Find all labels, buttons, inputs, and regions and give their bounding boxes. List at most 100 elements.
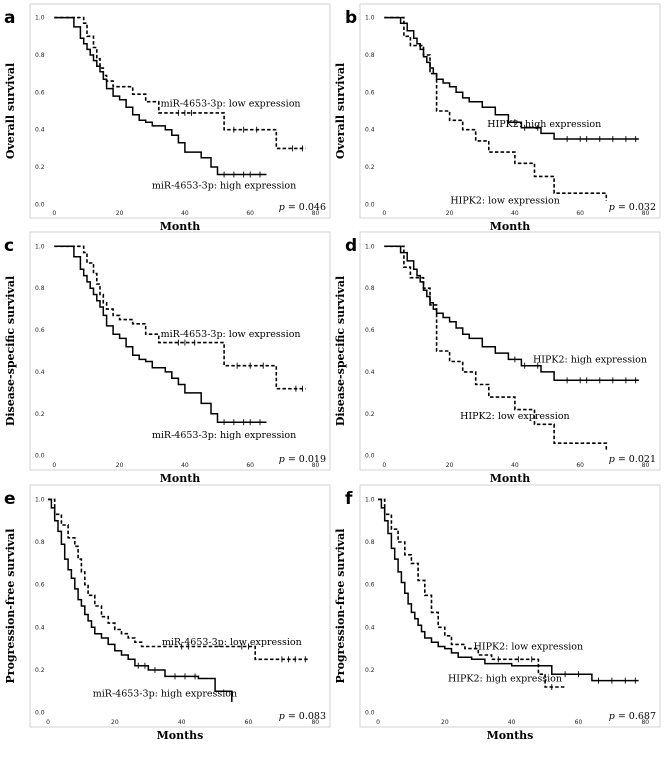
x-tick-label: 0 [382,462,386,469]
panel-letter: e [4,489,16,509]
x-tick-label: 0 [52,210,56,217]
panel-letter: a [4,8,15,28]
y-tick-label: 0.0 [35,710,45,717]
panel-e: e 0.0 0.2 0.4 0.6 0.8 1.0 0 20 40 60 80 Months Progre… [4,484,331,742]
plot-frame [29,231,331,471]
y-tick-label: 0.8 [365,285,375,292]
y-tick-label: 0.8 [365,539,375,546]
panel-letter: f [345,489,353,509]
y-tick-label: 1.0 [365,496,375,503]
x-tick-label: 60 [575,719,583,726]
x-tick-label: 20 [446,210,454,217]
x-tick-label: 60 [576,462,584,469]
x-tick-label: 20 [116,462,124,469]
y-tick-label: 0.6 [35,89,45,96]
panel-d: d 0.0 0.2 0.4 0.6 0.8 1.0 0 20 40 60 80 Month Disease… [334,231,661,485]
y-tick-label: 0.2 [35,164,45,171]
x-axis-title: Month [160,472,201,485]
series-label: HIPK2: high expression [448,673,562,684]
survival-curve-solid [378,498,639,682]
plot-frame [359,3,661,219]
survival-curve-dashed [48,498,309,661]
y-tick-label: 0.6 [365,327,375,334]
x-tick-label: 40 [511,462,519,469]
survival-curve-solid [48,498,233,702]
y-tick-label: 1.0 [365,243,375,250]
x-tick-label: 20 [446,462,454,469]
survival-curve-solid [384,245,639,382]
x-tick-label: 60 [245,719,253,726]
series-label: HIPK2: high expression [533,354,647,365]
y-tick-label: 1.0 [365,15,375,22]
p-value: p = 0.032 [609,202,656,213]
y-tick-label: 0.0 [35,201,45,208]
x-tick-label: 80 [642,462,650,469]
panel-b: b 0.0 0.2 0.4 0.6 0.8 1.0 0 20 40 60 80 Month Overall… [334,3,661,233]
x-tick-label: 0 [46,719,50,726]
y-tick-label: 0.2 [365,164,375,171]
y-tick-label: 0.2 [35,667,45,674]
panel-letter: c [4,236,14,256]
plot-frame [29,3,331,219]
y-axis-title: Overall survival [4,63,17,159]
y-tick-label: 0.2 [365,667,375,674]
x-tick-label: 0 [376,719,380,726]
y-tick-label: 0.4 [35,369,45,376]
series-label: miR-4653-3p: high expression [152,430,296,441]
x-tick-label: 60 [246,462,254,469]
y-axis-title: Disease-specific survival [334,276,347,426]
p-value: p = 0.019 [279,454,326,465]
x-tick-label: 20 [111,719,119,726]
series-label: miR-4653-3p: low expression [161,99,301,110]
y-tick-label: 1.0 [35,243,45,250]
y-tick-label: 0.4 [365,369,375,376]
x-tick-label: 60 [576,210,584,217]
p-value: p = 0.046 [279,202,326,213]
y-tick-label: 0.8 [35,285,45,292]
plot-frame [29,484,331,728]
x-tick-label: 40 [178,719,186,726]
p-value: p = 0.687 [609,711,656,722]
y-axis-title: Disease-specific survival [4,276,17,426]
y-tick-label: 0.8 [365,52,375,59]
x-axis-title: Month [490,220,531,233]
x-axis-title: Months [487,729,534,742]
y-tick-label: 1.0 [35,15,45,22]
x-tick-label: 80 [311,719,319,726]
panel-letter: b [345,8,357,28]
survival-curve-solid [54,245,267,423]
y-tick-label: 0.4 [365,127,375,134]
x-tick-label: 60 [246,210,254,217]
panel-a: a 0.0 0.2 0.4 0.6 0.8 1.0 0 20 40 60 80 Month Overall… [4,3,331,233]
y-tick-label: 0.2 [365,411,375,418]
series-label: HIPK2: high expression [487,119,601,130]
survival-curve-solid [54,16,267,176]
x-tick-label: 0 [52,462,56,469]
y-tick-label: 0.4 [35,127,45,134]
y-tick-label: 0.6 [365,582,375,589]
x-axis-title: Month [490,472,531,485]
y-tick-label: 0.0 [365,201,375,208]
y-tick-label: 0.4 [35,624,45,631]
x-tick-label: 0 [382,210,386,217]
x-tick-label: 40 [181,462,189,469]
y-tick-label: 0.8 [35,52,45,59]
y-tick-label: 0.0 [35,453,45,460]
x-tick-label: 80 [641,719,649,726]
panel-f: f 0.0 0.2 0.4 0.6 0.8 1.0 0 20 40 60 80 Months Progre… [334,484,661,742]
x-tick-label: 80 [642,210,650,217]
series-label: miR-4653-3p: high expression [152,181,296,192]
y-tick-label: 1.0 [35,496,45,503]
plot-frame [359,484,661,728]
y-tick-label: 0.0 [365,710,375,717]
y-axis-title: Overall survival [334,63,347,159]
x-axis-title: Months [157,729,204,742]
panel-c: c 0.0 0.2 0.4 0.6 0.8 1.0 0 20 40 60 80 Month Disease… [4,231,331,485]
y-axis-title: Progression-free survival [334,529,347,684]
x-tick-label: 20 [441,719,449,726]
p-value: p = 0.083 [279,711,326,722]
p-value: p = 0.021 [609,454,656,465]
x-tick-label: 40 [508,719,516,726]
series-label: HIPK2: low expression [450,196,560,207]
